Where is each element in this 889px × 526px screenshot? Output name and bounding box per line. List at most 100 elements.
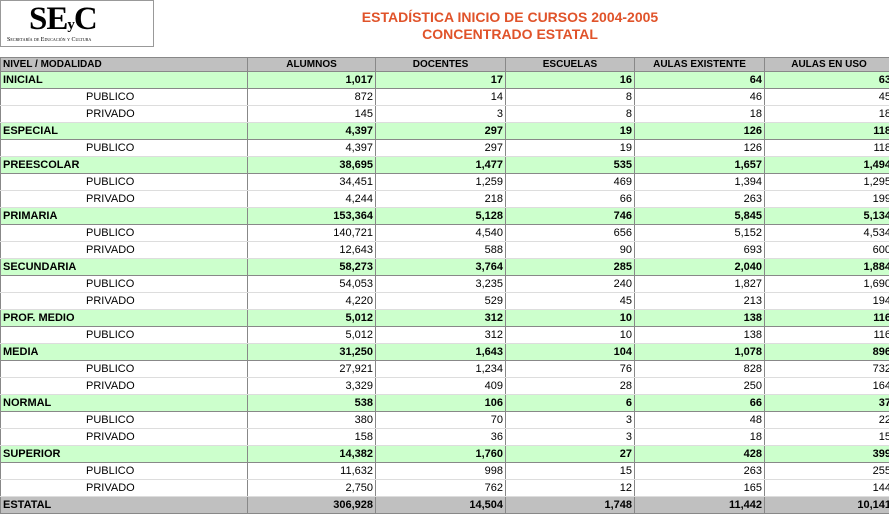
title: ESTADÍSTICA INICIO DE CURSOS 2004-2005: [361, 9, 659, 25]
value-cell: 17: [375, 71, 506, 89]
group-row: SECUNDARIA 58,273 3,764 285 2,040 1,884: [0, 258, 889, 276]
value-cell: 3: [505, 428, 635, 446]
value-cell: 1,690: [764, 275, 889, 293]
value-cell: 1,394: [634, 173, 765, 191]
value-cell: 46: [634, 88, 765, 106]
value-cell: 116: [764, 309, 889, 327]
value-cell: 5,152: [634, 224, 765, 242]
logo-caption: Secretaría de Educación y Cultura: [7, 37, 92, 43]
value-cell: 12: [505, 479, 635, 497]
value-cell: 66: [634, 394, 765, 412]
value-cell: 48: [634, 411, 765, 429]
value-cell: 66: [505, 190, 635, 208]
value-cell: 6: [505, 394, 635, 412]
value-cell: 76: [505, 360, 635, 378]
value-cell: 45: [764, 88, 889, 106]
row-label: PRIVADO: [0, 241, 248, 259]
value-cell: 732: [764, 360, 889, 378]
value-cell: 1,884: [764, 258, 889, 276]
value-cell: 218: [375, 190, 506, 208]
value-cell: 297: [375, 139, 506, 157]
value-cell: 306,928: [247, 496, 376, 514]
value-cell: 263: [634, 462, 765, 480]
value-cell: 872: [247, 88, 376, 106]
stats-table: NIVEL / MODALIDAD ALUMNOS DOCENTES ESCUELAS…: [0, 57, 889, 514]
value-cell: 18: [634, 428, 765, 446]
value-cell: 145: [247, 105, 376, 123]
value-cell: 63: [764, 71, 889, 89]
detail-row: PUBLICO 54,053 3,235 240 1,827 1,690: [0, 275, 889, 293]
value-cell: 12,643: [247, 241, 376, 259]
value-cell: 126: [634, 122, 765, 140]
value-cell: 8: [505, 105, 635, 123]
row-label: SECUNDARIA: [0, 258, 248, 276]
row-label: SUPERIOR: [0, 445, 248, 463]
value-cell: 4,244: [247, 190, 376, 208]
header-cell: AULAS EN USO: [764, 57, 889, 72]
value-cell: 285: [505, 258, 635, 276]
value-cell: 199: [764, 190, 889, 208]
logo-small: y: [67, 17, 74, 33]
detail-row: PRIVADO1583631815: [0, 428, 889, 446]
value-cell: 22: [764, 411, 889, 429]
value-cell: 158: [247, 428, 376, 446]
row-label: ESPECIAL: [0, 122, 248, 140]
value-cell: 3,764: [375, 258, 506, 276]
value-cell: 588: [375, 241, 506, 259]
value-cell: 1,017: [247, 71, 376, 89]
logo-last: C: [73, 1, 98, 37]
value-cell: 15: [505, 462, 635, 480]
detail-row: PUBLICO8721484645: [0, 88, 889, 106]
detail-row: PUBLICO 34,451 1,259 469 1,394 1,295: [0, 173, 889, 191]
value-cell: 64: [634, 71, 765, 89]
value-cell: 14: [375, 88, 506, 106]
value-cell: 104: [505, 343, 635, 361]
group-row: PRIMARIA 153,364 5,128 746 5,845 5,134: [0, 207, 889, 225]
value-cell: 27: [505, 445, 635, 463]
value-cell: 18: [634, 105, 765, 123]
titles: ESTADÍSTICA INICIO DE CURSOS 2004-2005 C…: [300, 9, 720, 43]
value-cell: 27,921: [247, 360, 376, 378]
row-label: PRIVADO: [0, 105, 248, 123]
value-cell: 19: [505, 139, 635, 157]
value-cell: 4,397: [247, 122, 376, 140]
value-cell: 263: [634, 190, 765, 208]
value-cell: 31,250: [247, 343, 376, 361]
row-label: INICIAL: [0, 71, 248, 89]
value-cell: 8: [505, 88, 635, 106]
row-label: NORMAL: [0, 394, 248, 412]
value-cell: 164: [764, 377, 889, 395]
value-cell: 762: [375, 479, 506, 497]
value-cell: 138: [634, 326, 765, 344]
row-label: PUBLICO: [0, 411, 248, 429]
value-cell: 34,451: [247, 173, 376, 191]
row-label: PROF. MEDIO: [0, 309, 248, 327]
value-cell: 1,827: [634, 275, 765, 293]
value-cell: 3,235: [375, 275, 506, 293]
value-cell: 896: [764, 343, 889, 361]
value-cell: 5,134: [764, 207, 889, 225]
value-cell: 4,540: [375, 224, 506, 242]
value-cell: 10: [505, 326, 635, 344]
value-cell: 312: [375, 326, 506, 344]
value-cell: 1,748: [505, 496, 635, 514]
header-cell: AULAS EXISTENTE: [634, 57, 765, 72]
value-cell: 5,845: [634, 207, 765, 225]
value-cell: 2,040: [634, 258, 765, 276]
value-cell: 165: [634, 479, 765, 497]
value-cell: 11,632: [247, 462, 376, 480]
value-cell: 828: [634, 360, 765, 378]
row-label: PRIVADO: [0, 428, 248, 446]
value-cell: 240: [505, 275, 635, 293]
value-cell: 58,273: [247, 258, 376, 276]
value-cell: 1,657: [634, 156, 765, 174]
value-cell: 118: [764, 139, 889, 157]
value-cell: 153,364: [247, 207, 376, 225]
value-cell: 16: [505, 71, 635, 89]
